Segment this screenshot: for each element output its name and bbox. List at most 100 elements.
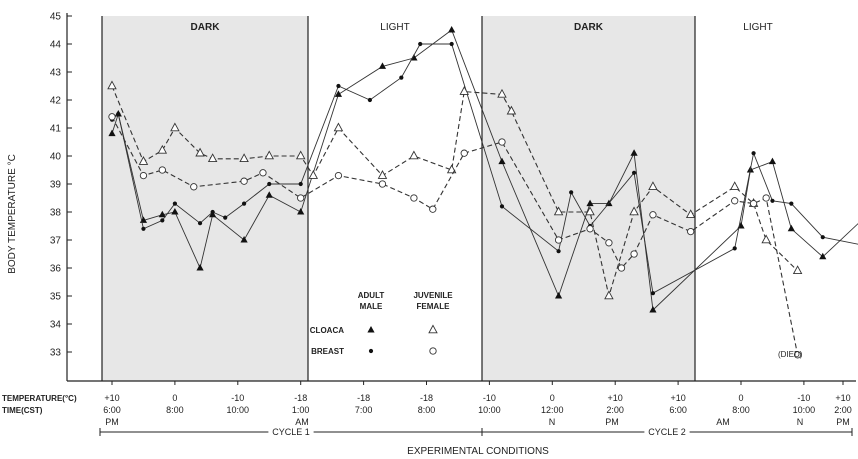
legend-row-cloaca: CLOACA <box>310 326 344 335</box>
data-point-filled-triangle <box>586 199 594 207</box>
data-point-filled-circle <box>368 348 374 354</box>
x-tick-temperature: +10 <box>670 393 685 403</box>
data-point-open-circle <box>630 250 638 258</box>
data-point-open-triangle <box>729 181 740 191</box>
x-tick-time: 6:00 <box>103 405 121 415</box>
data-point-open-triangle <box>138 156 149 165</box>
x-tick-sub: PM <box>836 417 850 427</box>
data-point-open-circle <box>158 166 166 174</box>
x-tick-time: 10:00 <box>793 405 816 415</box>
data-point-open-circle <box>429 347 437 355</box>
period-labels: DARK LIGHT DARK LIGHT <box>191 22 773 33</box>
data-point-open-triangle <box>497 88 507 98</box>
dark-period-band <box>102 16 308 381</box>
data-point-open-circle <box>731 197 739 205</box>
data-point-open-triangle <box>170 122 180 132</box>
data-point-filled-circle <box>650 291 656 296</box>
series-line-breast-juvenile-female <box>111 116 799 355</box>
data-point-open-circle <box>334 171 343 180</box>
data-point-open-circle <box>259 169 267 177</box>
data-point-filled-circle <box>418 41 423 47</box>
x-tick-time: 10:00 <box>478 405 501 415</box>
series-line-breast-adult-male <box>111 43 858 294</box>
data-point-filled-circle <box>210 209 215 215</box>
data-point-filled-circle <box>367 97 372 103</box>
x-tick-time: 8:00 <box>418 405 436 415</box>
data-point-filled-triangle <box>171 208 179 215</box>
data-point-open-triangle <box>295 150 306 160</box>
x-tick-sub: PM <box>605 417 619 427</box>
x-tick-temperature: -18 <box>420 393 433 403</box>
data-point-open-triangle <box>107 80 117 90</box>
y-tick-label: 41 <box>50 124 62 135</box>
x-axis-label: EXPERIMENTAL CONDITIONS <box>407 446 549 457</box>
data-point-open-circle <box>108 113 116 121</box>
period-label: DARK <box>574 22 604 33</box>
x-tick-time: 2:00 <box>834 405 852 415</box>
legend-row-breast: BREAST <box>311 347 344 356</box>
data-point-open-circle <box>410 194 418 202</box>
x-tick-sub: AM <box>295 417 309 427</box>
data-point-open-circle <box>762 194 770 202</box>
cycle-label: CYCLE 2 <box>648 427 686 437</box>
data-point-open-circle <box>649 211 657 219</box>
series-line-cloaca-juvenile-female <box>111 85 798 299</box>
data-point-open-circle <box>554 236 563 244</box>
x-tick-temperature: -10 <box>797 393 810 403</box>
data-point-open-triangle <box>207 153 218 163</box>
y-tick-label: 43 <box>50 68 62 79</box>
data-point-filled-triangle <box>108 129 116 137</box>
y-tick-label: 38 <box>50 208 62 219</box>
x-tick-temperature: 0 <box>738 393 743 403</box>
data-point-open-circle <box>460 149 468 157</box>
axes: 33 34 35 36 37 38 39 40 41 42 43 44 45 <box>50 12 856 382</box>
data-point-filled-circle <box>569 190 574 195</box>
data-point-open-triangle <box>333 122 344 132</box>
data-point-filled-triangle <box>649 306 657 313</box>
data-point-open-triangle <box>604 290 614 300</box>
x-tick-temperature: 0 <box>172 393 177 403</box>
x-tick-sub: N <box>797 417 804 427</box>
x-tick-sub: PM <box>105 417 119 427</box>
legend-header-adult-male: ADULT <box>358 291 385 300</box>
x-tick-temperature: +10 <box>104 393 119 403</box>
data-point-open-circle <box>793 351 802 359</box>
data-point-open-triangle <box>195 147 205 157</box>
data-point-open-triangle <box>761 234 771 244</box>
period-label: LIGHT <box>743 22 772 33</box>
period-label: DARK <box>191 22 221 33</box>
data-point-filled-circle <box>141 226 146 231</box>
x-tick-temperature: +10 <box>608 393 623 403</box>
y-tick-label: 45 <box>50 12 62 23</box>
legend-header-juvenile-female: JUVENILE <box>413 291 453 300</box>
data-point-open-triangle <box>553 206 564 216</box>
legend-header-adult-male: MALE <box>360 302 383 311</box>
temperature-row-label: TEMPERATURE(°C) <box>2 394 77 403</box>
y-tick-label: 40 <box>50 152 62 163</box>
data-point-filled-circle <box>556 249 561 254</box>
data-point-filled-circle <box>116 111 121 117</box>
x-tick-time: 2:00 <box>606 405 624 415</box>
data-point-open-triangle <box>239 153 249 163</box>
y-tick-label: 44 <box>50 40 62 51</box>
x-tick-temperature: 0 <box>550 393 555 403</box>
y-tick-label: 35 <box>50 292 62 303</box>
data-point-open-triangle <box>648 181 658 191</box>
data-point-open-triangle <box>459 86 469 95</box>
period-shading <box>101 16 696 381</box>
data-point-open-triangle <box>792 265 803 275</box>
data-point-open-circle <box>749 199 758 208</box>
x-tick-time: 12:00 <box>541 405 564 415</box>
x-tick-time: 7:00 <box>355 405 373 415</box>
data-point-open-triangle <box>377 170 388 179</box>
data-point-open-circle <box>240 177 248 185</box>
x-tick-temperature: +10 <box>835 393 850 403</box>
x-tick-time: 1:00 <box>292 405 310 415</box>
period-label: LIGHT <box>380 22 409 33</box>
data-point-filled-circle <box>770 198 775 203</box>
data-point-open-triangle <box>409 150 419 160</box>
data-point-open-triangle <box>428 324 438 334</box>
x-tick-time: 6:00 <box>669 405 687 415</box>
x-tick-temperature: -18 <box>294 393 307 403</box>
x-tick-temperature: -10 <box>483 393 496 403</box>
